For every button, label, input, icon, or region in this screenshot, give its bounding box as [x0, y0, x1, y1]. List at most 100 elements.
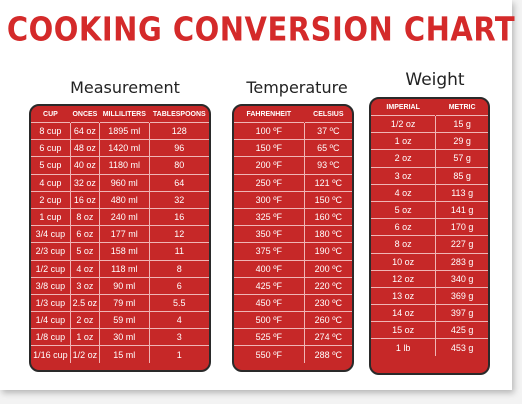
measurement-table-cell: 1180 ml	[98, 156, 150, 175]
measurement-table-cell: 240 ml	[98, 207, 150, 226]
measurement-table-row: 1/4 cup 2 oz 59 ml 4	[31, 311, 209, 329]
measurement-table-cell: 3/4 cup	[31, 225, 71, 243]
temperature-table-cell: 160 ºC	[303, 207, 352, 226]
temperature-table-row: 350 ºF 180 ºC	[234, 225, 352, 243]
temperature-heading: Temperature	[246, 78, 348, 97]
temperature-table-cell: 450 ºF	[234, 293, 305, 312]
weight-table-cell: 5 oz	[371, 200, 436, 219]
weight-table-cell: 283 g	[435, 252, 488, 271]
weight-column-header: IMPERIAL	[386, 103, 420, 111]
measurement-table-row: 2/3 cup 5 oz 158 ml 11	[31, 242, 209, 260]
measurement-column-header: CUP	[43, 110, 58, 118]
weight-table-cell: 141 g	[435, 200, 488, 219]
measurement-table-cell: 1/2 cup	[31, 259, 71, 278]
weight-table-cell: 15 g	[435, 114, 488, 133]
measurement-table-cell: 1895 ml	[98, 121, 150, 140]
measurement-table-row: 8 cup 64 oz 1895 ml 128	[31, 121, 209, 140]
measurement-table-cell: 1/16 cup	[31, 345, 71, 363]
weight-table-cell: 15 oz	[371, 321, 436, 339]
measurement-table-row: 1/3 cup 2.5 oz 79 ml 5.5	[31, 293, 209, 312]
temperature-table-row: 325 ºF 160 ºC	[234, 207, 352, 226]
weight-heading: Weight	[405, 70, 465, 90]
measurement-table-cell: 96	[148, 139, 209, 157]
measurement-table-cell: 80	[148, 156, 209, 175]
weight-table-cell: 227 g	[435, 235, 488, 253]
measurement-table-cell: 30 ml	[98, 328, 150, 346]
temperature-table: FAHRENHEIT CELSIUS 100 ºF 37 ºC 150 ºF 65 ºC…	[234, 106, 352, 363]
measurement-table-cell: 16	[148, 207, 209, 226]
measurement-table-cell: 2.5 oz	[69, 293, 100, 312]
measurement-table-cell: 8 oz	[69, 207, 100, 226]
measurement-table-cell: 40 oz	[69, 156, 100, 175]
weight-table-row: 3 oz 85 g	[371, 166, 488, 185]
weight-table-cell: 8 oz	[371, 235, 436, 253]
measurement-table-cell: 64 oz	[69, 121, 100, 140]
weight-table-cell: 57 g	[435, 149, 488, 168]
weight-table-cell: 4 oz	[371, 183, 436, 202]
weight-table-row: 1 lb 453 g	[371, 338, 488, 356]
measurement-table-row: 6 cup 48 oz 1420 ml 96	[31, 139, 209, 157]
measurement-table-cell: 1	[148, 345, 209, 363]
weight-column-header: METRIC	[448, 103, 476, 111]
temperature-table-cell: 550 ºF	[234, 345, 305, 363]
temperature-table-cell: 100 ºF	[234, 121, 305, 140]
temperature-column-header: FAHRENHEIT	[246, 110, 292, 118]
temperature-table-cell: 200 ºC	[303, 259, 352, 278]
weight-table-row: 10 oz 283 g	[371, 252, 488, 271]
temperature-table-cell: 325 ºF	[234, 207, 305, 226]
measurement-table-cell: 1/3 cup	[31, 293, 71, 312]
temperature-table-cell: 65 ºC	[303, 139, 352, 157]
measurement-table-cell: 2 cup	[31, 190, 71, 209]
measurement-table-cell: 5 oz	[69, 242, 100, 260]
measurement-table-cell: 177 ml	[98, 225, 150, 243]
temperature-table-cell: 250 ºF	[234, 173, 305, 192]
measurement-table-cell: 4	[148, 311, 209, 329]
weight-table-cell: 13 oz	[371, 286, 436, 305]
weight-table-row: 2 oz 57 g	[371, 149, 488, 168]
measurement-table-row: 3/8 cup 3 oz 90 ml 6	[31, 276, 209, 295]
measurement-table-cell: 2/3 cup	[31, 242, 71, 260]
measurement-table-cell: 90 ml	[98, 276, 150, 295]
measurement-table-cell: 1 oz	[69, 328, 100, 346]
weight-table-row: 12 oz 340 g	[371, 269, 488, 288]
measurement-table-cell: 64	[148, 173, 209, 192]
measurement-table-cell: 8	[148, 259, 209, 278]
measurement-table-cell: 6 cup	[31, 139, 71, 157]
weight-table-cell: 29 g	[435, 132, 488, 150]
measurement-table-cell: 118 ml	[98, 259, 150, 278]
measurement-table-cell: 1420 ml	[98, 139, 150, 157]
measurement-panel: CUP ONCES MILLILITERS TABLESPOONS 8 cup 64 o…	[29, 104, 211, 372]
measurement-column-header: MILLILITERS	[102, 110, 146, 118]
weight-table-cell: 1 lb	[371, 338, 436, 356]
temperature-table-cell: 400 ºF	[234, 259, 305, 278]
temperature-table-cell: 288 ºC	[303, 345, 352, 363]
temperature-table-cell: 200 ºF	[234, 156, 305, 175]
temperature-table-cell: 93 ºC	[303, 156, 352, 175]
weight-table-cell: 369 g	[435, 286, 488, 305]
temperature-table-row: 550 ºF 288 ºC	[234, 345, 352, 363]
temperature-table-row: 450 ºF 230 ºC	[234, 293, 352, 312]
temperature-table-row: 300 ºF 150 ºC	[234, 190, 352, 209]
temperature-table-row: 375 ºF 190 ºC	[234, 242, 352, 260]
measurement-table-cell: 5 cup	[31, 156, 71, 175]
measurement-table-row: 3/4 cup 6 oz 177 ml 12	[31, 225, 209, 243]
temperature-table-cell: 375 ºF	[234, 242, 305, 260]
temperature-table-row: 525 ºF 274 ºC	[234, 328, 352, 346]
temperature-table-row: 500 ºF 260 ºC	[234, 311, 352, 329]
measurement-table-cell: 1/8 cup	[31, 328, 71, 346]
weight-table-row: 4 oz 113 g	[371, 183, 488, 202]
temperature-table-cell: 190 ºC	[303, 242, 352, 260]
measurement-table: CUP ONCES MILLILITERS TABLESPOONS 8 cup 64 o…	[31, 106, 209, 363]
weight-table-cell: 425 g	[435, 321, 488, 339]
temperature-table-cell: 180 ºC	[303, 225, 352, 243]
measurement-table-cell: 3 oz	[69, 276, 100, 295]
measurement-heading: Measurement	[70, 78, 180, 97]
weight-table-cell: 170 g	[435, 218, 488, 236]
measurement-table-cell: 3	[148, 328, 209, 346]
measurement-table-cell: 32 oz	[69, 173, 100, 192]
measurement-table-row: 1/2 cup 4 oz 118 ml 8	[31, 259, 209, 278]
temperature-table-cell: 260 ºC	[303, 311, 352, 329]
measurement-column-header: ONCES	[72, 110, 98, 118]
